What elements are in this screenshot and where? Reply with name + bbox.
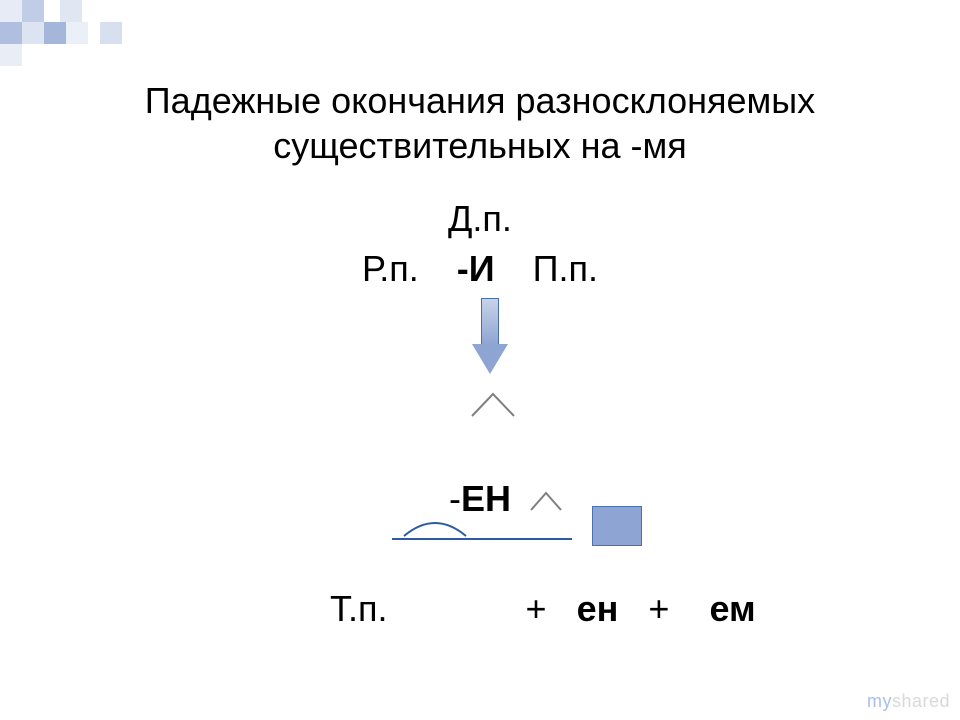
- dash: -: [449, 478, 461, 520]
- suffix-caret-icon: [468, 390, 518, 418]
- row-genitive-prepositional: Р.п. -И П.п.: [0, 248, 960, 290]
- row-dative: Д.п.: [0, 198, 960, 240]
- title-line1: Падежные окончания разносклоняемых: [145, 80, 815, 121]
- stem-baseline: [392, 538, 572, 540]
- corner-decoration: [0, 0, 180, 60]
- label-dative: Д.п.: [448, 198, 512, 240]
- morph-em: ем: [710, 588, 756, 630]
- arrow-down-icon: [472, 298, 508, 376]
- plus-1: +: [526, 588, 547, 630]
- page-title: Падежные окончания разносклоняемых сущес…: [0, 78, 960, 168]
- ending-box-icon: [592, 506, 642, 546]
- label-prepositional: П.п.: [533, 248, 598, 290]
- label-genitive: Р.п.: [362, 248, 419, 290]
- row-suffix-en: -ЕН: [0, 478, 960, 520]
- morph-en: ен: [577, 588, 619, 630]
- diagram-stage: Д.п. Р.п. -И П.п. -ЕН Т.п. + ен +: [0, 190, 960, 710]
- watermark: myshared: [867, 691, 950, 712]
- root-arc-icon: [400, 516, 470, 538]
- suffix-caret-small-icon: [528, 490, 564, 512]
- label-instrumental: Т.п.: [330, 588, 388, 630]
- ending-i: -И: [457, 248, 495, 290]
- row-instrumental: Т.п. + ен + ем: [0, 588, 960, 630]
- title-line2: существительных на -мя: [273, 125, 687, 166]
- watermark-shared: shared: [892, 691, 950, 711]
- watermark-my: my: [867, 691, 892, 711]
- suffix-en: ЕН: [461, 478, 511, 520]
- plus-2: +: [648, 588, 669, 630]
